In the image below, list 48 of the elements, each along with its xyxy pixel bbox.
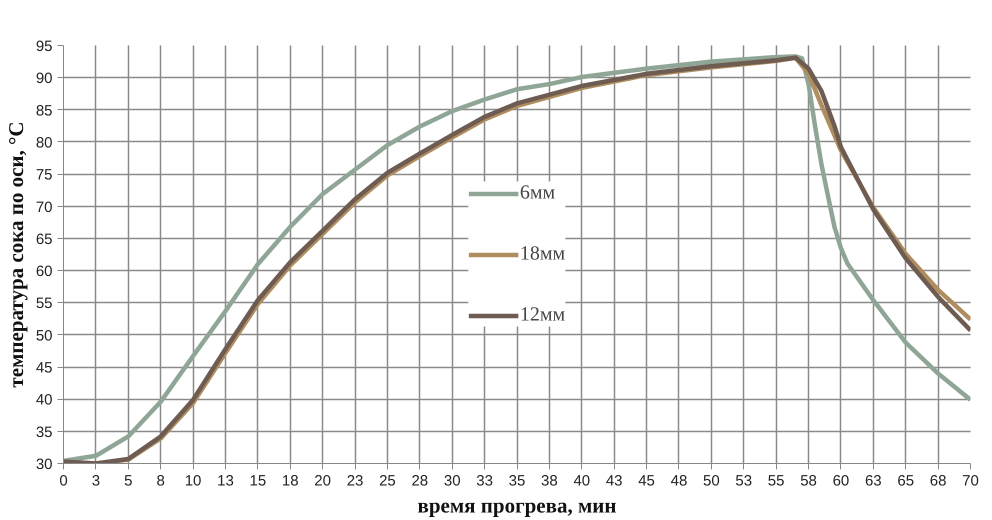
x-tick-label: 48 (670, 472, 688, 490)
y-tick-label: 80 (36, 134, 53, 152)
x-tick-label: 0 (59, 472, 68, 490)
legend-label: 6мм (520, 182, 556, 204)
x-tick-label: 55 (768, 472, 784, 490)
x-tick-label: 60 (832, 472, 850, 490)
x-tick-label: 63 (864, 472, 882, 490)
x-tick-label: 35 (508, 472, 526, 490)
y-axis-title: температура сока по оси, °С (4, 121, 28, 388)
x-tick-label: 53 (735, 472, 752, 490)
y-tick-label: 90 (36, 70, 53, 88)
y-tick-label: 35 (36, 424, 53, 441)
x-tick-label: 68 (930, 472, 946, 490)
x-tick-label: 28 (411, 472, 428, 490)
x-tick-label: 13 (217, 472, 234, 490)
x-tick-label: 30 (444, 472, 461, 490)
legend-label: 12мм (520, 304, 566, 326)
x-tick-label: 8 (156, 472, 165, 490)
x-tick-label: 38 (541, 472, 558, 490)
y-tick-label: 65 (36, 230, 53, 248)
x-tick-label: 70 (962, 472, 979, 490)
y-tick-label: 50 (36, 327, 53, 344)
x-tick-label: 5 (124, 472, 132, 490)
x-tick-label: 65 (897, 472, 914, 490)
x-tick-label: 50 (703, 472, 720, 490)
y-tick-label: 40 (36, 392, 53, 409)
y-tick-label: 70 (36, 198, 53, 216)
y-tick-label: 85 (36, 102, 53, 120)
x-tick-label: 58 (800, 472, 817, 490)
x-tick-label: 10 (184, 472, 202, 490)
x-tick-label: 45 (638, 472, 655, 490)
x-tick-label: 25 (379, 472, 396, 490)
x-tick-label: 43 (606, 472, 623, 490)
x-tick-label: 33 (476, 472, 493, 490)
y-tick-label: 55 (36, 295, 53, 312)
legend-label: 18мм (520, 242, 566, 266)
x-tick-label: 20 (314, 472, 331, 490)
y-tick-label: 95 (36, 38, 53, 55)
y-tick-label: 30 (36, 456, 53, 473)
x-axis-title: время прогрева, мин (418, 494, 616, 518)
y-tick-label: 45 (36, 360, 53, 377)
x-tick-label: 15 (250, 472, 266, 490)
y-tick-label: 75 (36, 166, 53, 184)
y-tick-label: 60 (36, 263, 53, 280)
x-tick-label: 40 (573, 472, 590, 490)
x-tick-label: 18 (282, 472, 299, 490)
x-tick-label: 23 (346, 472, 364, 490)
x-tick-label: 3 (92, 472, 100, 490)
